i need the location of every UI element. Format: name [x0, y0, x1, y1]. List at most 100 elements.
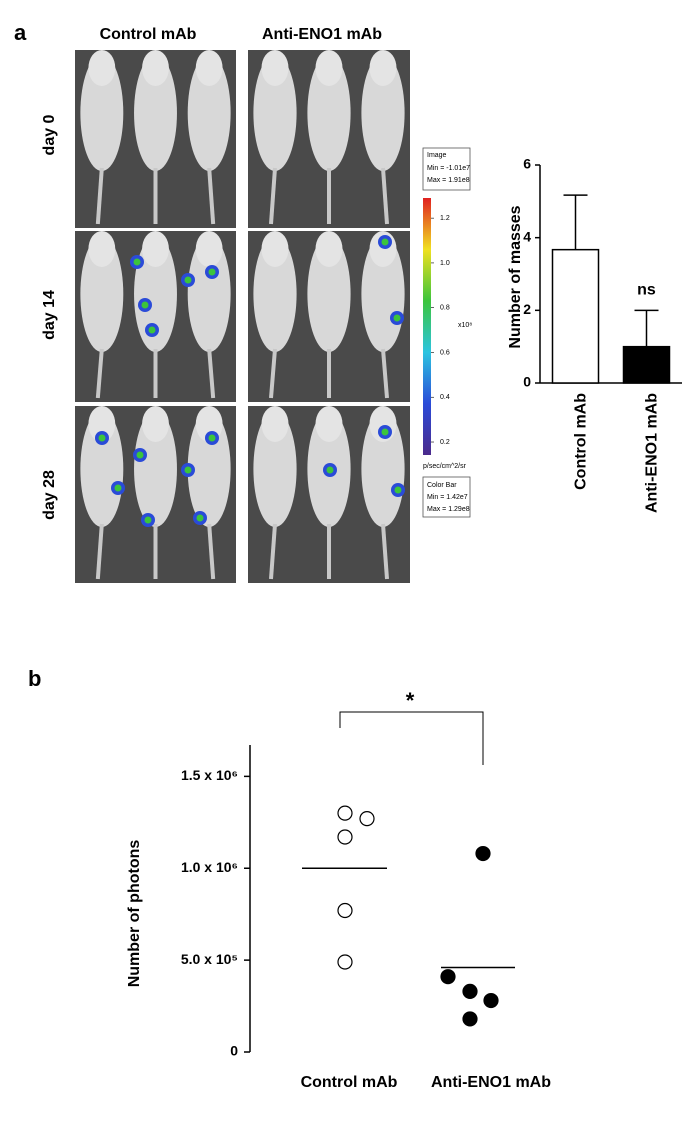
- mouse-tail: [95, 523, 104, 580]
- row-label: day 14: [41, 290, 58, 340]
- column-label: Control mAb: [100, 26, 197, 43]
- mouse-tail: [207, 523, 216, 580]
- mouse-head: [88, 231, 116, 267]
- signal: [184, 276, 192, 284]
- mouse-head: [261, 231, 289, 267]
- mouse: [253, 411, 297, 527]
- info-text: Max = 1.91e8: [427, 177, 470, 184]
- mouse: [253, 55, 297, 171]
- dot: [337, 829, 353, 845]
- signal: [133, 258, 141, 266]
- x-tick-label: Control mAb: [573, 393, 590, 490]
- info-text: Image: [427, 152, 447, 159]
- mouse: [80, 55, 124, 171]
- annotation: ns: [637, 282, 656, 299]
- signal: [381, 238, 389, 246]
- mouse-tail: [269, 348, 277, 399]
- info-text: Max = 1.29e8: [427, 506, 470, 513]
- mouse-head: [261, 406, 289, 442]
- mouse: [80, 411, 124, 527]
- row-label: day 28: [41, 470, 58, 520]
- signal: [208, 268, 216, 276]
- mouse: [307, 236, 351, 352]
- color-bar: [423, 198, 431, 455]
- y-tick-label: 5.0 x 10⁵: [181, 951, 238, 967]
- signal: [144, 516, 152, 524]
- panel-label: b: [28, 666, 41, 691]
- y-axis-label: Number of photons: [126, 840, 143, 988]
- dot: [440, 969, 456, 985]
- info-text: Min = -1.01e7: [427, 165, 470, 172]
- signal: [141, 301, 149, 309]
- mouse-head: [195, 50, 223, 86]
- signal: [196, 514, 204, 522]
- dot: [475, 845, 491, 862]
- unit: p/sec/cm^2/sr: [423, 463, 467, 470]
- mouse-tail: [381, 348, 389, 399]
- signal: [136, 451, 144, 459]
- colorbar-tick-label: 0.2: [440, 439, 450, 446]
- signal: [114, 484, 122, 492]
- info-box: [422, 147, 471, 191]
- mouse-tail: [207, 167, 216, 225]
- mouse-tail: [269, 523, 277, 580]
- mouse: [307, 55, 351, 171]
- row-label: day 0: [41, 114, 58, 155]
- mouse-head: [369, 50, 397, 86]
- colorbar-tick-label: 1.0: [440, 260, 450, 267]
- signal: [184, 466, 192, 474]
- dot: [337, 805, 353, 821]
- signal: [394, 486, 402, 494]
- signal: [98, 434, 106, 442]
- colorbar-tick-label: 1.2: [440, 215, 450, 222]
- y-tick-label: 2: [523, 301, 531, 317]
- x-tick-label: Anti-ENO1 mAb: [431, 1074, 551, 1091]
- y-tick-label: 1.5 x 10⁶: [181, 767, 238, 783]
- mouse: [134, 411, 177, 527]
- dot: [462, 1011, 478, 1027]
- y-tick-label: 6: [523, 156, 531, 172]
- mouse: [187, 411, 231, 527]
- multiplier: x10⁸: [458, 322, 472, 329]
- significance-bracket: [339, 711, 484, 765]
- column-label: Anti-ENO1 mAb: [262, 26, 382, 43]
- info-text: Color Bar: [427, 482, 457, 489]
- dot: [337, 954, 353, 970]
- y-tick-label: 4: [523, 228, 531, 244]
- y-axis-label: Number of masses: [507, 205, 524, 348]
- dot: [462, 983, 478, 999]
- colorbar-tick-label: 0.6: [440, 349, 450, 356]
- signal: [208, 434, 216, 442]
- mouse-tail: [269, 167, 277, 225]
- mouse-tail: [95, 348, 104, 399]
- mouse-tail: [207, 348, 216, 399]
- dot: [483, 992, 499, 1009]
- mouse-head: [142, 406, 169, 442]
- panel-label: a: [14, 20, 27, 45]
- mouse-head: [142, 50, 169, 86]
- mouse: [361, 411, 405, 527]
- mouse-tail: [381, 167, 389, 225]
- x-tick-label: Anti-ENO1 mAb: [644, 393, 661, 513]
- x-tick-label: Control mAb: [301, 1074, 398, 1091]
- y-tick-label: 1.0 x 10⁶: [181, 859, 238, 875]
- mouse-tail: [95, 167, 104, 225]
- y-tick-label: 0: [230, 1043, 238, 1059]
- info-text: Min = 1.42e7: [427, 494, 468, 501]
- bar: [622, 345, 671, 384]
- mouse-head: [315, 231, 343, 267]
- mouse: [361, 55, 405, 171]
- mouse-head: [195, 231, 223, 267]
- mouse: [187, 236, 231, 352]
- mouse-head: [315, 50, 343, 86]
- signal: [326, 466, 334, 474]
- mouse-tail: [381, 523, 389, 580]
- mouse-head: [261, 50, 289, 86]
- colorbar-tick-label: 0.4: [440, 394, 450, 401]
- colorbar-tick-label: 0.8: [440, 305, 450, 312]
- signal: [148, 326, 156, 334]
- info-box: [422, 476, 471, 518]
- mouse: [187, 55, 231, 171]
- dot: [337, 902, 353, 919]
